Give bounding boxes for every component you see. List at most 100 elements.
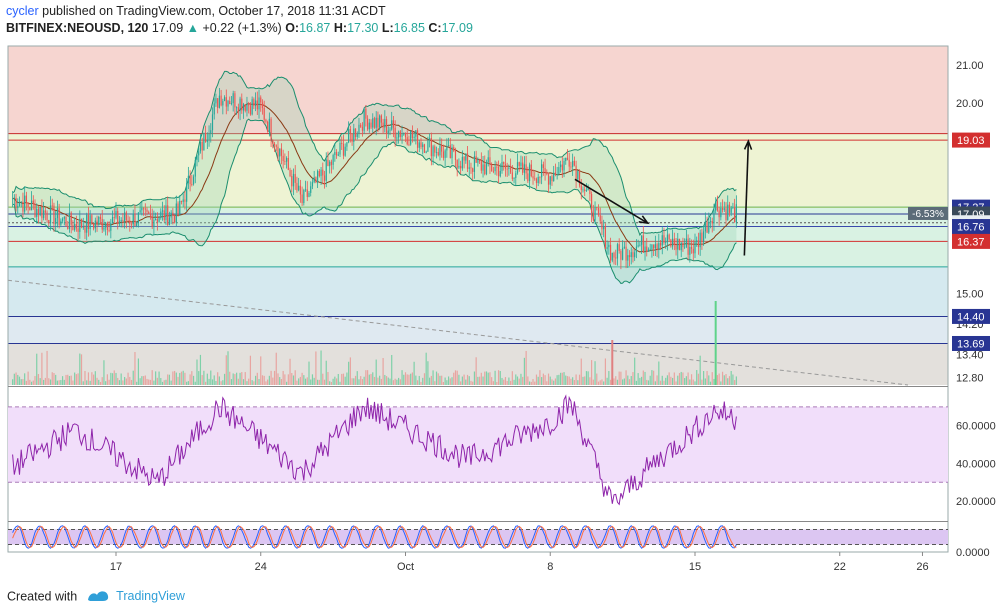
candle-body	[461, 156, 463, 169]
volume-bar	[718, 373, 720, 385]
volume-bar	[485, 371, 488, 385]
volume-bar	[173, 370, 176, 385]
candle-body	[158, 217, 160, 222]
volume-bar	[578, 374, 581, 385]
volume-bar	[616, 379, 619, 385]
zone-band	[8, 316, 948, 344]
candle-body	[313, 177, 315, 183]
candle-body	[349, 129, 351, 134]
volume-bar	[632, 372, 634, 385]
volume-bar	[279, 377, 281, 385]
price-label-text: 19.03	[957, 135, 985, 147]
volume-bar	[577, 380, 579, 385]
volume-bar	[689, 379, 691, 385]
candle-body	[703, 231, 705, 243]
candle-body	[365, 108, 367, 119]
close-label: C:	[428, 21, 442, 35]
candle-body	[671, 238, 674, 247]
volume-bar	[714, 301, 717, 385]
volume-bar	[87, 372, 90, 385]
change-up-icon: ▲	[186, 21, 200, 35]
candle-body	[692, 248, 694, 254]
candle-body	[728, 204, 731, 213]
volume-bar	[413, 361, 415, 385]
candle-body	[701, 232, 703, 243]
tradingview-brand-link[interactable]: TradingView	[116, 589, 185, 604]
price-chart[interactable]: -6.53% 21.0020.0015.0014.2013.4012.8019.…	[0, 0, 1007, 580]
candle-body	[497, 166, 500, 177]
author-link[interactable]: cycler	[6, 4, 39, 18]
volume-bar	[494, 370, 496, 385]
candle-body	[258, 97, 260, 110]
candle-body	[609, 244, 612, 261]
volume-bar	[678, 373, 681, 385]
volume-bar	[165, 379, 167, 385]
candle-body	[254, 100, 257, 107]
candle-body	[682, 242, 684, 248]
volume-bar	[142, 376, 145, 385]
candle-body	[451, 147, 453, 159]
volume-bar	[189, 374, 191, 385]
volume-bar	[167, 374, 169, 385]
volume-bar	[317, 379, 319, 385]
volume-bar	[24, 373, 26, 385]
candle-body	[518, 162, 520, 166]
candle-body	[329, 161, 331, 167]
volume-bar	[70, 375, 72, 385]
candle-body	[96, 220, 98, 225]
candle-body	[339, 142, 341, 155]
volume-bar	[248, 378, 250, 385]
candle-body	[570, 166, 572, 168]
volume-bar	[344, 376, 346, 385]
candle-body	[241, 98, 243, 111]
candle-body	[511, 172, 513, 179]
volume-bar	[687, 372, 689, 385]
volume-bar	[285, 381, 288, 385]
candle-body	[165, 205, 167, 221]
candle-body	[37, 208, 40, 216]
volume-bar	[532, 379, 534, 385]
candle-body	[653, 244, 655, 249]
candle-body	[92, 223, 95, 229]
volume-bar	[51, 372, 53, 385]
candle-body	[225, 97, 227, 107]
candle-body	[306, 189, 308, 197]
candle-body	[182, 199, 184, 202]
horizontal-levels	[7, 45, 949, 553]
volume-bar	[215, 380, 217, 385]
volume-bar	[89, 380, 91, 385]
volume-bar	[351, 378, 353, 385]
candle-body	[34, 203, 36, 217]
volume-bars	[12, 301, 737, 385]
candle-body	[444, 150, 446, 158]
volume-bar	[422, 377, 424, 385]
volume-bar	[43, 379, 45, 385]
candle-body	[103, 227, 105, 230]
candle-body	[437, 152, 439, 156]
candle-body	[561, 164, 563, 171]
symbol-label: BITFINEX:NEOUSD, 120	[6, 21, 149, 35]
candle-body	[534, 178, 536, 180]
candle-body	[391, 120, 393, 130]
volume-bar	[544, 375, 546, 385]
candle-body	[735, 204, 737, 223]
candle-body	[230, 103, 233, 105]
candle-body	[720, 208, 722, 218]
volume-bar	[349, 357, 351, 385]
candle-body	[105, 222, 107, 228]
candle-body	[67, 225, 69, 229]
bollinger-lower	[12, 118, 737, 284]
candle-body	[139, 210, 141, 213]
candle-body	[130, 223, 133, 225]
volume-bar	[284, 374, 286, 385]
volume-bar	[566, 376, 569, 385]
candle-body	[666, 234, 669, 243]
candle-body	[261, 102, 264, 108]
volume-bar	[668, 372, 670, 385]
volume-bar	[528, 381, 531, 385]
volume-bar	[734, 380, 736, 385]
candle-body	[260, 97, 262, 103]
volume-bar	[179, 372, 181, 385]
candle-body	[215, 98, 217, 104]
candle-body	[394, 127, 396, 139]
